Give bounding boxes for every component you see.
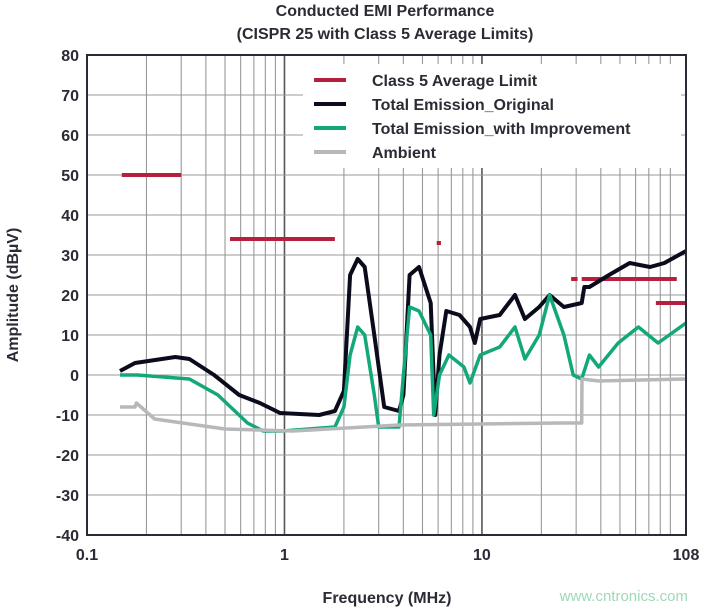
y-tick-label: 50: [61, 168, 79, 185]
y-tick-label: -40: [56, 528, 79, 545]
x-tick-label: 0.1: [76, 547, 98, 564]
y-tick-label: 60: [61, 128, 79, 145]
chart-subtitle: (CISPR 25 with Class 5 Average Limits): [237, 26, 534, 43]
legend-label: Total Emission_with Improvement: [372, 121, 631, 138]
legend-label: Total Emission_Original: [372, 97, 554, 114]
legend-box: [303, 64, 681, 168]
y-tick-label: 10: [61, 328, 79, 345]
y-tick-label: -30: [56, 488, 79, 505]
y-tick-label: 70: [61, 88, 79, 105]
x-tick-label: 1: [280, 547, 289, 564]
legend-label: Ambient: [372, 145, 437, 162]
y-axis-label: Amplitude (dBµV): [5, 228, 22, 363]
y-tick-label: 20: [61, 288, 79, 305]
y-tick-label: -10: [56, 408, 79, 425]
x-tick-label: 10: [473, 547, 491, 564]
y-tick-label: 80: [61, 48, 79, 65]
y-tick-label: 0: [70, 368, 79, 385]
x-axis-label: Frequency (MHz): [323, 590, 452, 607]
chart-title: Conducted EMI Performance: [276, 3, 495, 20]
x-tick-label: 108: [673, 547, 700, 564]
legend-label: Class 5 Average Limit: [372, 73, 538, 90]
series-line-ambient: [120, 377, 687, 433]
plot-frame: [86, 54, 687, 536]
watermark: www.cntronics.com: [559, 588, 688, 605]
y-tick-label: -20: [56, 448, 79, 465]
y-tick-label: 40: [61, 208, 79, 225]
y-tick-label: 30: [61, 248, 79, 265]
